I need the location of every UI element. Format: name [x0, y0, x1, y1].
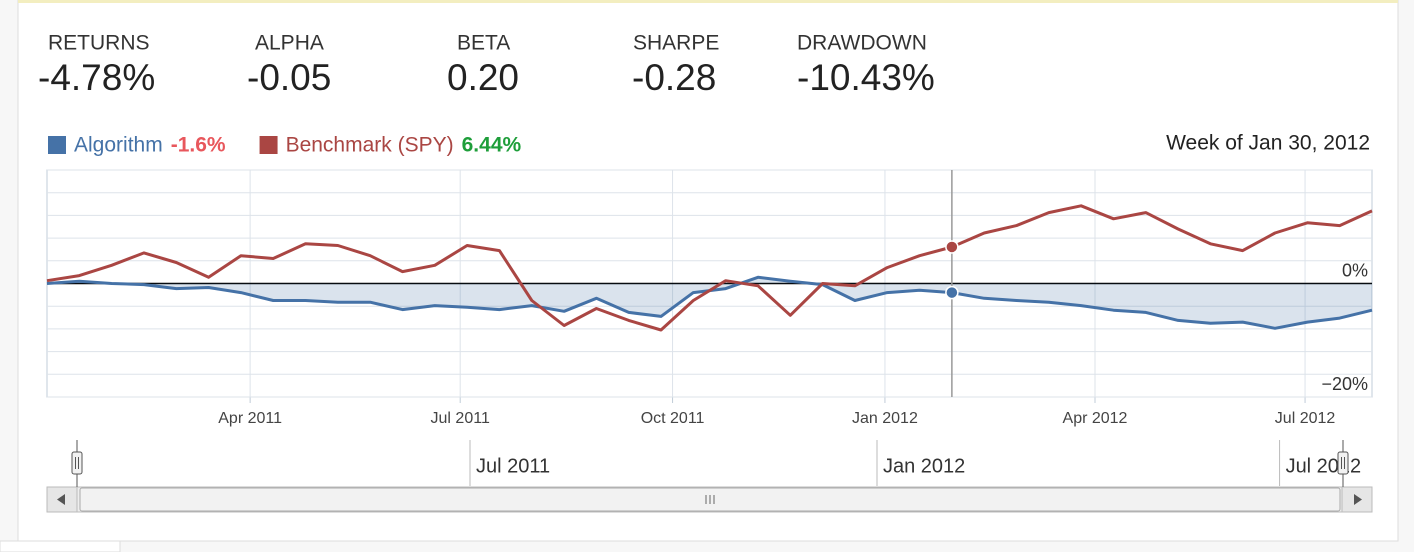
x-tick-label: Jan 2012: [852, 410, 918, 427]
navigator: [47, 440, 1372, 486]
legend-value: -1.6%: [171, 134, 226, 157]
navigator-tick-label: Jul 2011: [476, 455, 550, 477]
y-tick-label: −20%: [1321, 374, 1368, 394]
legend-swatch: [259, 136, 278, 154]
handle-grip: [1341, 457, 1345, 469]
navigator-tick-label: Jan 2012: [883, 455, 965, 477]
navigator-handle[interactable]: [1337, 451, 1349, 475]
stat-label: DRAWDOWN: [797, 32, 927, 55]
navigator-handle[interactable]: [71, 451, 83, 475]
stat-label: ALPHA: [255, 32, 324, 55]
legend-swatch: [48, 136, 66, 154]
tab-stub: [0, 540, 121, 552]
x-tick-label: Jul 2012: [1275, 410, 1336, 427]
navigator-tick-label: Jul 2012: [1286, 455, 1362, 477]
line: [46, 204, 1373, 332]
stat-label: RETURNS: [48, 32, 150, 55]
area: [47, 277, 1372, 329]
stat-value: -10.43%: [797, 57, 935, 98]
x-tick-label: Oct 2011: [641, 410, 705, 427]
hover-label: Week of Jan 30, 2012: [1166, 132, 1370, 155]
x-tick-label: Apr 2011: [218, 410, 282, 427]
x-tick-label: Apr 2012: [1063, 410, 1128, 427]
x-tick-label: Jul 2011: [431, 410, 490, 427]
stat-label: SHARPE: [633, 32, 719, 55]
legend-value: 6.44%: [462, 134, 522, 157]
y-tick-label: 0%: [1342, 260, 1368, 280]
handle-grip: [75, 457, 79, 469]
legend-label: Algorithm: [74, 134, 163, 157]
hover-point: [945, 285, 959, 300]
stat-value: -0.28: [632, 57, 716, 98]
hover-point: [945, 240, 959, 254]
thumb-grip: [705, 495, 715, 504]
stat-value: -4.78%: [38, 57, 155, 98]
legend-label: Benchmark (SPY): [286, 134, 454, 157]
stat-value: -0.05: [247, 57, 331, 98]
stat-value: 0.20: [447, 57, 519, 98]
arrow-left: [57, 494, 65, 505]
stat-label: BETA: [457, 32, 510, 55]
top-strip: [18, 0, 1398, 3]
arrow-right: [1354, 494, 1362, 505]
